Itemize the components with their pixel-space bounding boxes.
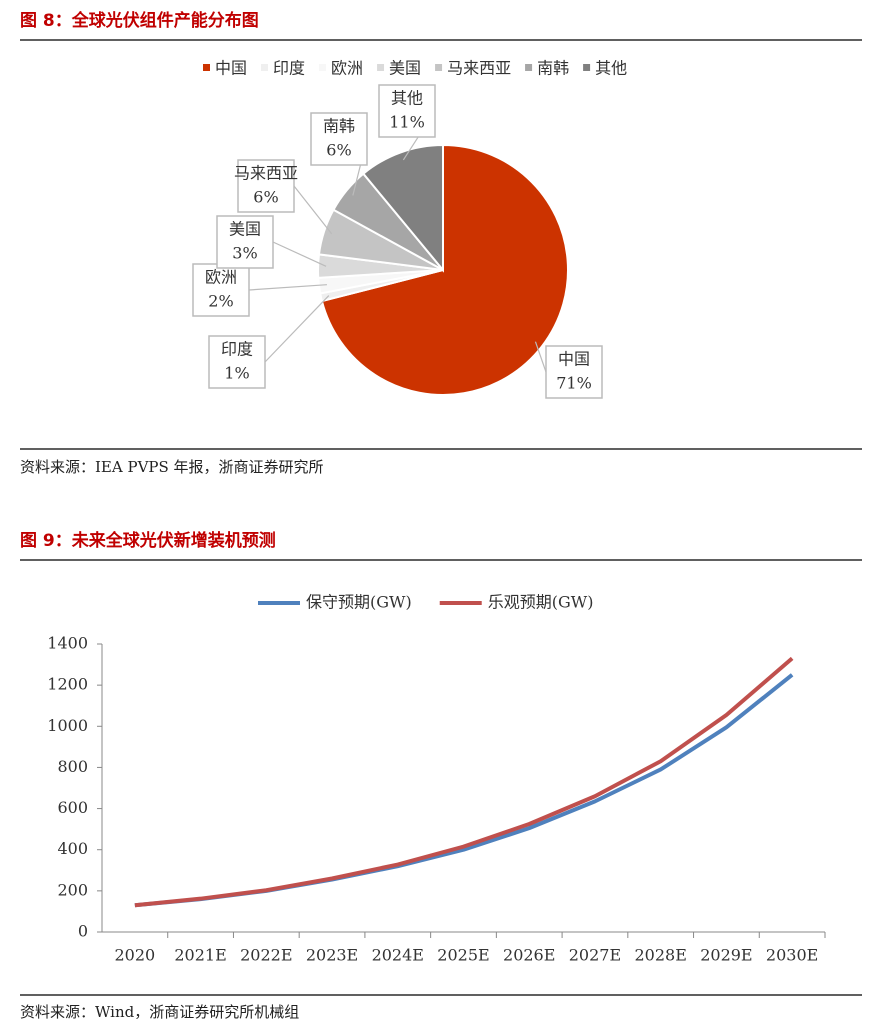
label-box: [237, 159, 295, 213]
x-tick-label: 2026E: [503, 946, 555, 965]
leader-line: [248, 284, 327, 291]
label-name: 其他: [391, 89, 423, 108]
series-line: [134, 673, 794, 908]
label-name: 南韩: [323, 117, 355, 136]
legend-label: 美国: [389, 59, 421, 78]
leader-line: [264, 295, 330, 363]
label-box: [310, 112, 368, 166]
x-tick-label: 2028E: [634, 946, 686, 965]
x-tick-label: 2021E: [174, 946, 226, 965]
x-tick-label: 2024E: [372, 946, 424, 965]
data-label: 6%: [326, 141, 351, 160]
legend-swatch: [319, 64, 327, 71]
y-tick-label: 400: [57, 839, 88, 858]
legend-swatch: [583, 64, 591, 71]
source: 资料来源：IEA PVPS 年报，浙商证券研究所: [20, 458, 324, 476]
x-tick-label: 2022E: [240, 946, 292, 965]
label-name: 马来西亚: [234, 164, 298, 183]
y-tick-label: 0: [78, 922, 88, 941]
data-label: 1%: [224, 364, 249, 383]
legend-swatch: [435, 64, 443, 71]
y-tick-label: 1200: [47, 675, 88, 694]
series-line: [134, 656, 794, 908]
data-label: 3%: [232, 244, 257, 263]
data-label: 71%: [556, 374, 592, 393]
label-name: 印度: [221, 340, 253, 359]
x-tick-label: 2030E: [766, 946, 818, 965]
x-tick-label: 2020: [115, 946, 156, 965]
legend-swatch: [261, 64, 269, 71]
figure-title: 图 8：全球光伏组件产能分布图: [20, 10, 259, 31]
leader-line: [534, 341, 547, 373]
label-name: 美国: [229, 220, 261, 239]
legend-swatch: [525, 64, 533, 71]
legend-label: 乐观预期(GW): [488, 593, 594, 612]
label-name: 中国: [558, 350, 590, 369]
label-name: 欧洲: [205, 268, 237, 287]
x-tick-label: 2027E: [569, 946, 621, 965]
y-tick-label: 1000: [47, 716, 88, 735]
label-box: [192, 263, 250, 317]
label-box: [216, 215, 274, 269]
legend-label: 保守预期(GW): [306, 593, 412, 612]
pie-slice: [361, 143, 444, 273]
x-tick-label: 2029E: [700, 946, 752, 965]
source: 资料来源：Wind，浙商证券研究所机械组: [20, 1003, 299, 1021]
data-label: 6%: [253, 188, 278, 207]
x-tick-label: 2023E: [306, 946, 358, 965]
pie-slice: [320, 143, 569, 396]
leader-line: [272, 241, 327, 267]
legend-label: 中国: [215, 59, 247, 78]
legend-swatch: [203, 64, 210, 71]
y-tick-label: 200: [57, 880, 88, 899]
label-box: [378, 84, 436, 138]
figure-title: 图 9：未来全球光伏新增装机预测: [20, 530, 276, 551]
data-label: 11%: [389, 113, 425, 132]
label-box: [208, 335, 266, 389]
data-label: 2%: [208, 292, 233, 311]
label-box: [545, 345, 603, 399]
legend-label: 印度: [273, 59, 305, 78]
legend-label: 马来西亚: [447, 59, 511, 78]
legend-swatch: [377, 64, 385, 71]
legend-label: 其他: [595, 59, 627, 78]
x-tick-label: 2025E: [437, 946, 489, 965]
y-tick-label: 1400: [47, 634, 88, 653]
legend-label: 欧洲: [331, 59, 363, 78]
leader-line: [293, 185, 333, 235]
legend-label: 南韩: [537, 59, 569, 78]
y-tick-label: 800: [57, 757, 88, 776]
y-tick-label: 600: [57, 798, 88, 817]
